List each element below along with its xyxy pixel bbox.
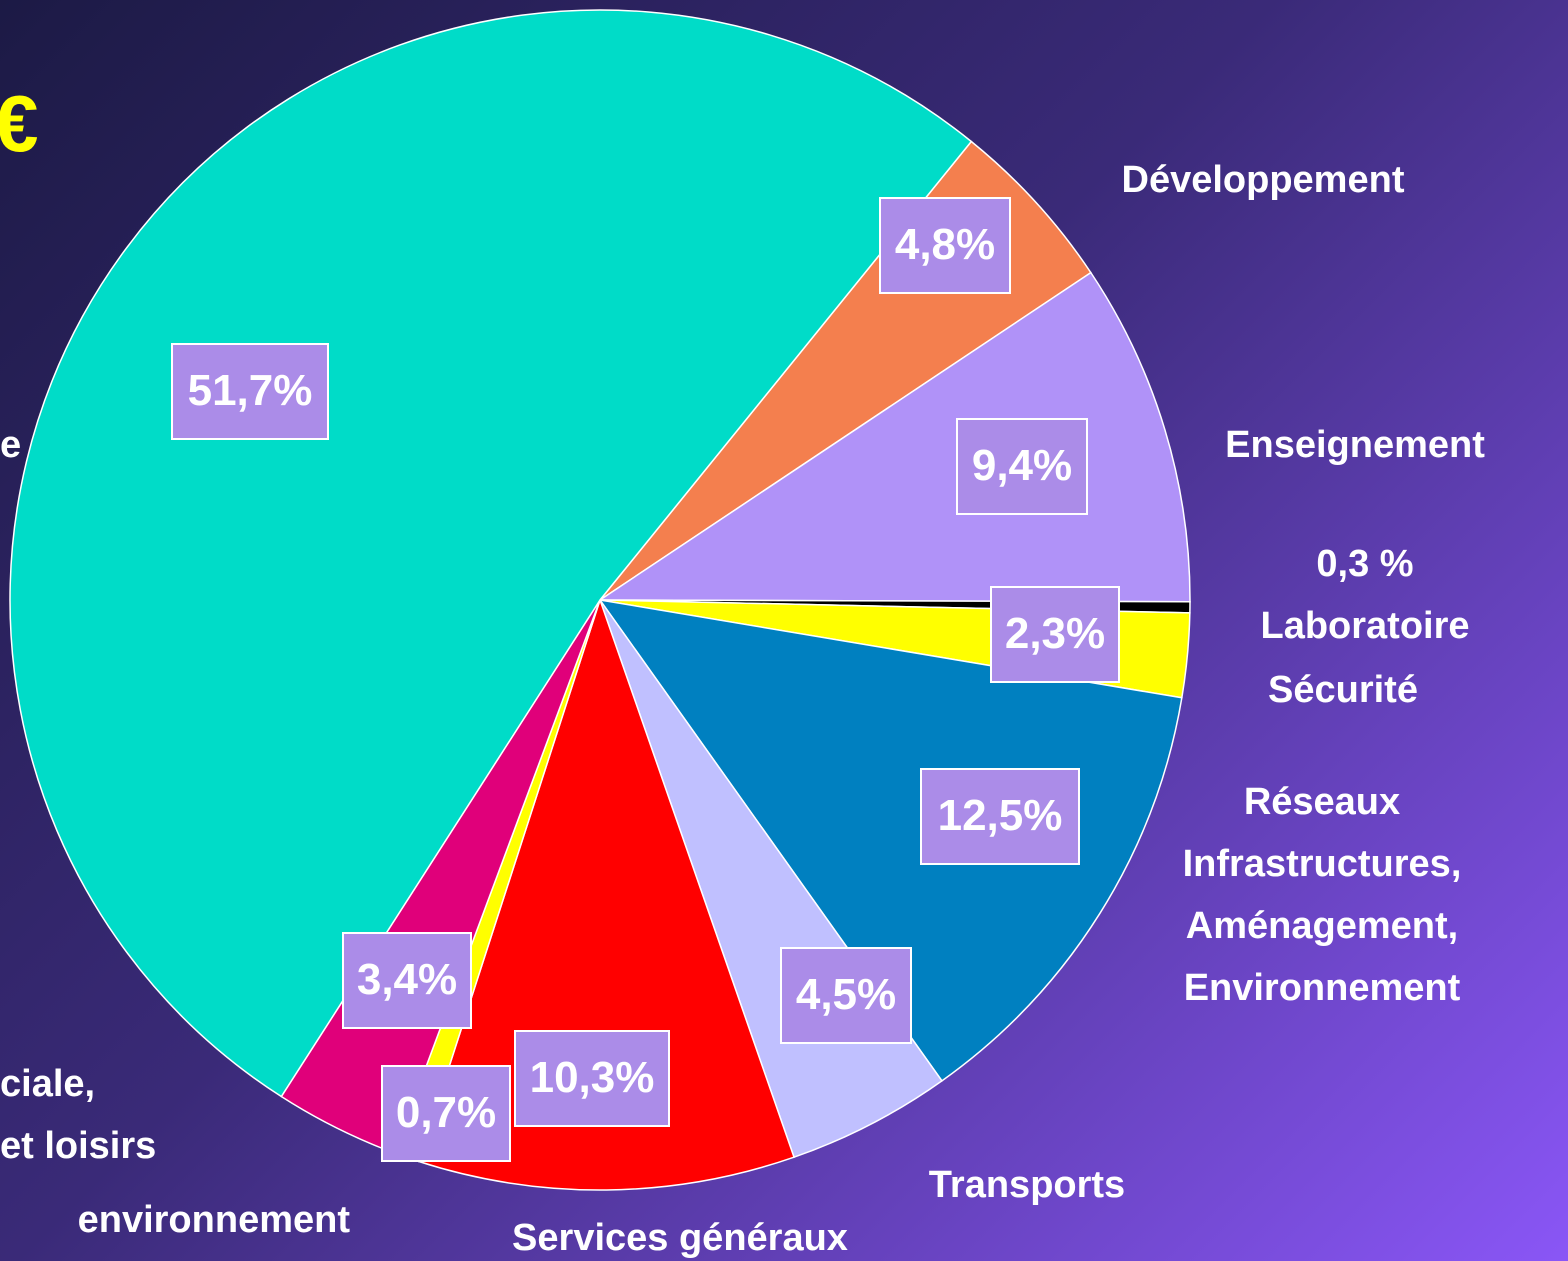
value-label: 12,5% xyxy=(920,767,1080,865)
category-label: Services généraux xyxy=(512,1217,848,1259)
category-label: environnement xyxy=(77,1199,350,1241)
value-label: 3,4% xyxy=(342,931,472,1029)
pie-slice xyxy=(417,597,795,1191)
category-label: Enseignement xyxy=(1225,424,1485,466)
chart-title: € xyxy=(0,79,39,168)
category-label: Développement xyxy=(1121,159,1405,201)
value-label: 51,7% xyxy=(171,342,329,440)
value-label: 2,3% xyxy=(990,585,1120,683)
value-label: 9,4% xyxy=(956,417,1088,515)
pie-slice xyxy=(598,598,1183,1082)
category-label: e xyxy=(0,424,22,466)
category-label: Sécurité xyxy=(1268,669,1418,711)
category-label: Transports xyxy=(928,1164,1126,1206)
category-label: 0,3 % Laboratoire xyxy=(1260,543,1470,647)
pie-slice xyxy=(597,271,1191,603)
category-label: Réseaux Infrastructures, Aménagement, En… xyxy=(1182,781,1462,1009)
value-label: 4,8% xyxy=(879,196,1011,294)
pie-slice xyxy=(9,9,973,1098)
category-label: ciale, et loisirs xyxy=(0,1063,157,1167)
value-label: 10,3% xyxy=(514,1029,670,1127)
value-label: 4,5% xyxy=(780,946,912,1044)
value-label: 0,7% xyxy=(381,1064,511,1162)
